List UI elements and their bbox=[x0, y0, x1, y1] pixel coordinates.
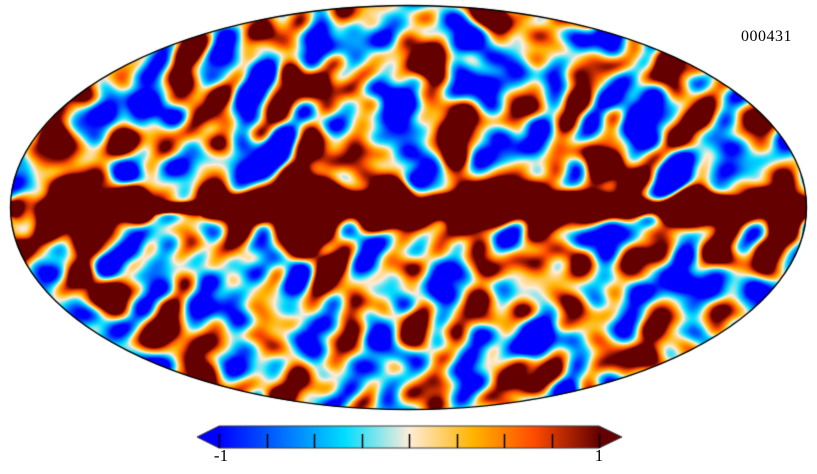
colorbar-max-label: 1 bbox=[594, 446, 604, 465]
mollweide-sky-map bbox=[0, 0, 817, 415]
colorbar-min-label: -1 bbox=[213, 446, 229, 465]
colorbar bbox=[190, 420, 630, 454]
frame-id-label: 000431 bbox=[741, 28, 792, 45]
